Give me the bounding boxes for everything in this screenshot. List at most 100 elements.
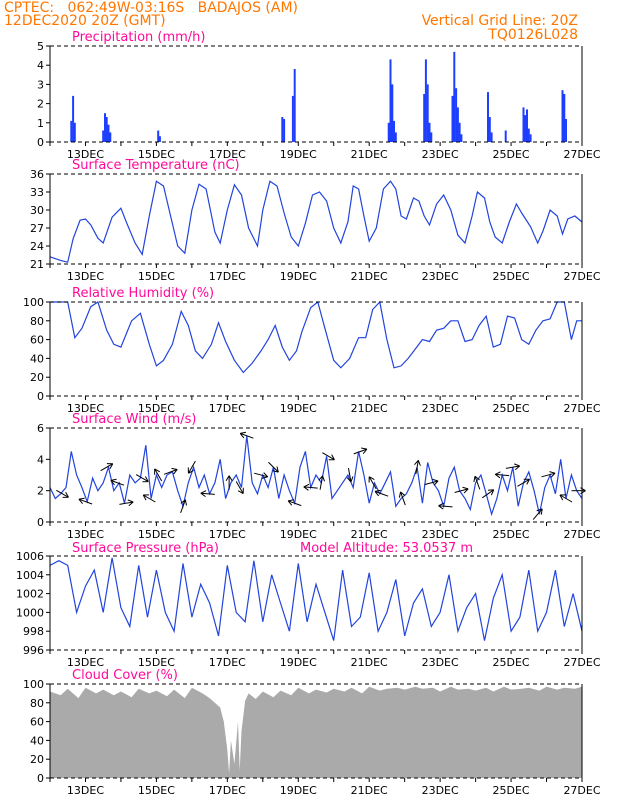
precipitation-bar [104, 113, 106, 142]
precipitation-bar [460, 134, 463, 142]
surface-pressure-ytick-label: 1000 [16, 606, 44, 619]
precipitation-bar [423, 94, 426, 142]
precipitation-bar [394, 132, 397, 142]
relative-humidity-ytick-label: 20 [30, 371, 44, 384]
precipitation-bar [393, 120, 395, 142]
surface-temperature-ytick-label: 36 [30, 168, 44, 181]
precipitation-bar [293, 69, 296, 142]
wind-arrow [424, 478, 439, 486]
surface-pressure-xtick-label: 13DEC [67, 656, 104, 669]
relative-humidity-xtick-label: 17DEC [209, 402, 246, 415]
cloud-cover-ytick-label: 0 [37, 772, 44, 785]
surface-wind-ytick-label: 6 [37, 422, 44, 435]
surface-wind-xtick-label: 21DEC [351, 528, 388, 541]
precipitation-bar [453, 51, 456, 142]
surface-temperature-ytick-label: 27 [30, 222, 44, 235]
precipitation-bar [291, 95, 294, 142]
panel-relative-humidity: Relative Humidity (%) 0 20 40 60 80 100 13DEC 1… [23, 286, 601, 415]
precipitation-bar [455, 88, 458, 142]
cloud-cover-ytick-label: 60 [30, 716, 44, 729]
relative-humidity-xtick-label: 21DEC [351, 402, 388, 415]
wind-arrow [254, 472, 269, 479]
wind-arrow [239, 431, 254, 439]
cloud-cover-ytick-label: 20 [30, 753, 44, 766]
wind-arrow [287, 499, 302, 507]
wind-arrow [353, 447, 368, 455]
cloud-cover-xtick-label: 21DEC [351, 784, 388, 797]
relative-humidity-ytick-label: 0 [37, 390, 44, 403]
precipitation-xtick-label: 27DEC [563, 148, 600, 161]
precipitation-bar [524, 115, 527, 142]
precipitation-ytick-label: 1 [37, 117, 44, 130]
header-source-location: CPTEC: 062:49W-03:16S BADAJOS (AM) [4, 0, 298, 16]
precipitation-xtick-label: 17DEC [209, 148, 246, 161]
surface-temperature-xtick-label: 13DEC [67, 270, 104, 283]
cloud-cover-xtick-label: 25DEC [493, 784, 530, 797]
surface-pressure-xtick-label: 19DEC [280, 656, 317, 669]
wind-arrow [318, 475, 326, 490]
precipitation-ytick-label: 4 [37, 59, 44, 72]
precipitation-bar [488, 117, 491, 142]
precipitation-bar [102, 130, 105, 142]
header-model-code: TQ0126L028 [487, 27, 578, 43]
relative-humidity-xtick-label: 27DEC [563, 402, 600, 415]
wind-arrow [368, 476, 377, 490]
surface-pressure-ytick-label: 1004 [16, 569, 44, 582]
relative-humidity-line [50, 300, 582, 374]
precipitation-ytick-label: 3 [37, 78, 44, 91]
wind-arrow [454, 486, 469, 494]
relative-humidity-ytick-label: 40 [30, 352, 44, 365]
surface-pressure-xtick-label: 17DEC [209, 656, 246, 669]
wind-arrow [438, 502, 453, 510]
wind-arrow [100, 463, 114, 472]
surface-temperature-xtick-label: 23DEC [422, 270, 459, 283]
wind-arrow [346, 468, 354, 483]
panel-precipitation: Precipitation (mm/h) 0 1 2 3 4 5 13DEC 15DEC 17D… [37, 30, 601, 161]
precipitation-bar [107, 124, 110, 142]
cloud-cover-ytick-label: 80 [30, 697, 44, 710]
wind-arrow [78, 497, 93, 505]
cloud-cover-area [50, 686, 582, 778]
panel-surface-temperature: Surface Temperature (nC) 21 24 27 30 33 36 13D… [30, 158, 601, 283]
precipitation-bar [522, 107, 525, 142]
surface-temperature-xtick-label: 21DEC [351, 270, 388, 283]
precipitation-bar [456, 107, 459, 142]
relative-humidity-ytick-label: 80 [30, 315, 44, 328]
surface-temperature-title: Surface Temperature (nC) [72, 158, 240, 173]
wind-arrow [541, 471, 556, 478]
cloud-cover-xtick-label: 17DEC [209, 784, 246, 797]
precipitation-ytick-label: 0 [37, 136, 44, 149]
wind-arrow [374, 489, 389, 497]
precipitation-bar [563, 94, 566, 142]
cloud-cover-ytick-label: 40 [30, 734, 44, 747]
panel-surface-wind: Surface Wind (m/s) 0 2 4 6 13DEC 15DEC 17DEC 19… [37, 412, 601, 541]
relative-humidity-ytick-label: 60 [30, 334, 44, 347]
cloud-cover-xtick-label: 23DEC [422, 784, 459, 797]
wind-arrow [235, 481, 244, 494]
model-altitude-annotation: Model Altitude: 53.0537 m [300, 541, 473, 556]
surface-wind-line [49, 435, 583, 517]
precipitation-bar [391, 84, 394, 142]
panel-cloud-cover: Cloud Cover (%) 0 20 40 60 80 100 13DEC 15DEC 17… [23, 668, 601, 797]
cloud-cover-title: Cloud Cover (%) [72, 668, 178, 683]
precipitation-ytick-label: 2 [37, 98, 44, 111]
surface-wind-xtick-label: 17DEC [209, 528, 246, 541]
wind-arrow [110, 478, 125, 486]
surface-pressure-xtick-label: 23DEC [422, 656, 459, 669]
precipitation-xtick-label: 25DEC [493, 148, 530, 161]
precipitation-bar [105, 117, 108, 142]
precipitation-xtick-label: 19DEC [280, 148, 317, 161]
surface-pressure-xtick-label: 21DEC [351, 656, 388, 669]
precipitation-ytick-label: 5 [37, 40, 44, 53]
wind-arrow [517, 478, 530, 487]
surface-wind-ytick-label: 0 [37, 516, 44, 529]
relative-humidity-ytick-label: 100 [23, 296, 44, 309]
wind-arrow [268, 461, 279, 473]
precipitation-bar [487, 92, 489, 142]
precipitation-bar [72, 95, 75, 142]
wind-arrow [571, 487, 586, 495]
surface-wind-xtick-label: 15DEC [138, 528, 175, 541]
precipitation-bar [430, 132, 433, 142]
precipitation-bar [281, 117, 284, 142]
